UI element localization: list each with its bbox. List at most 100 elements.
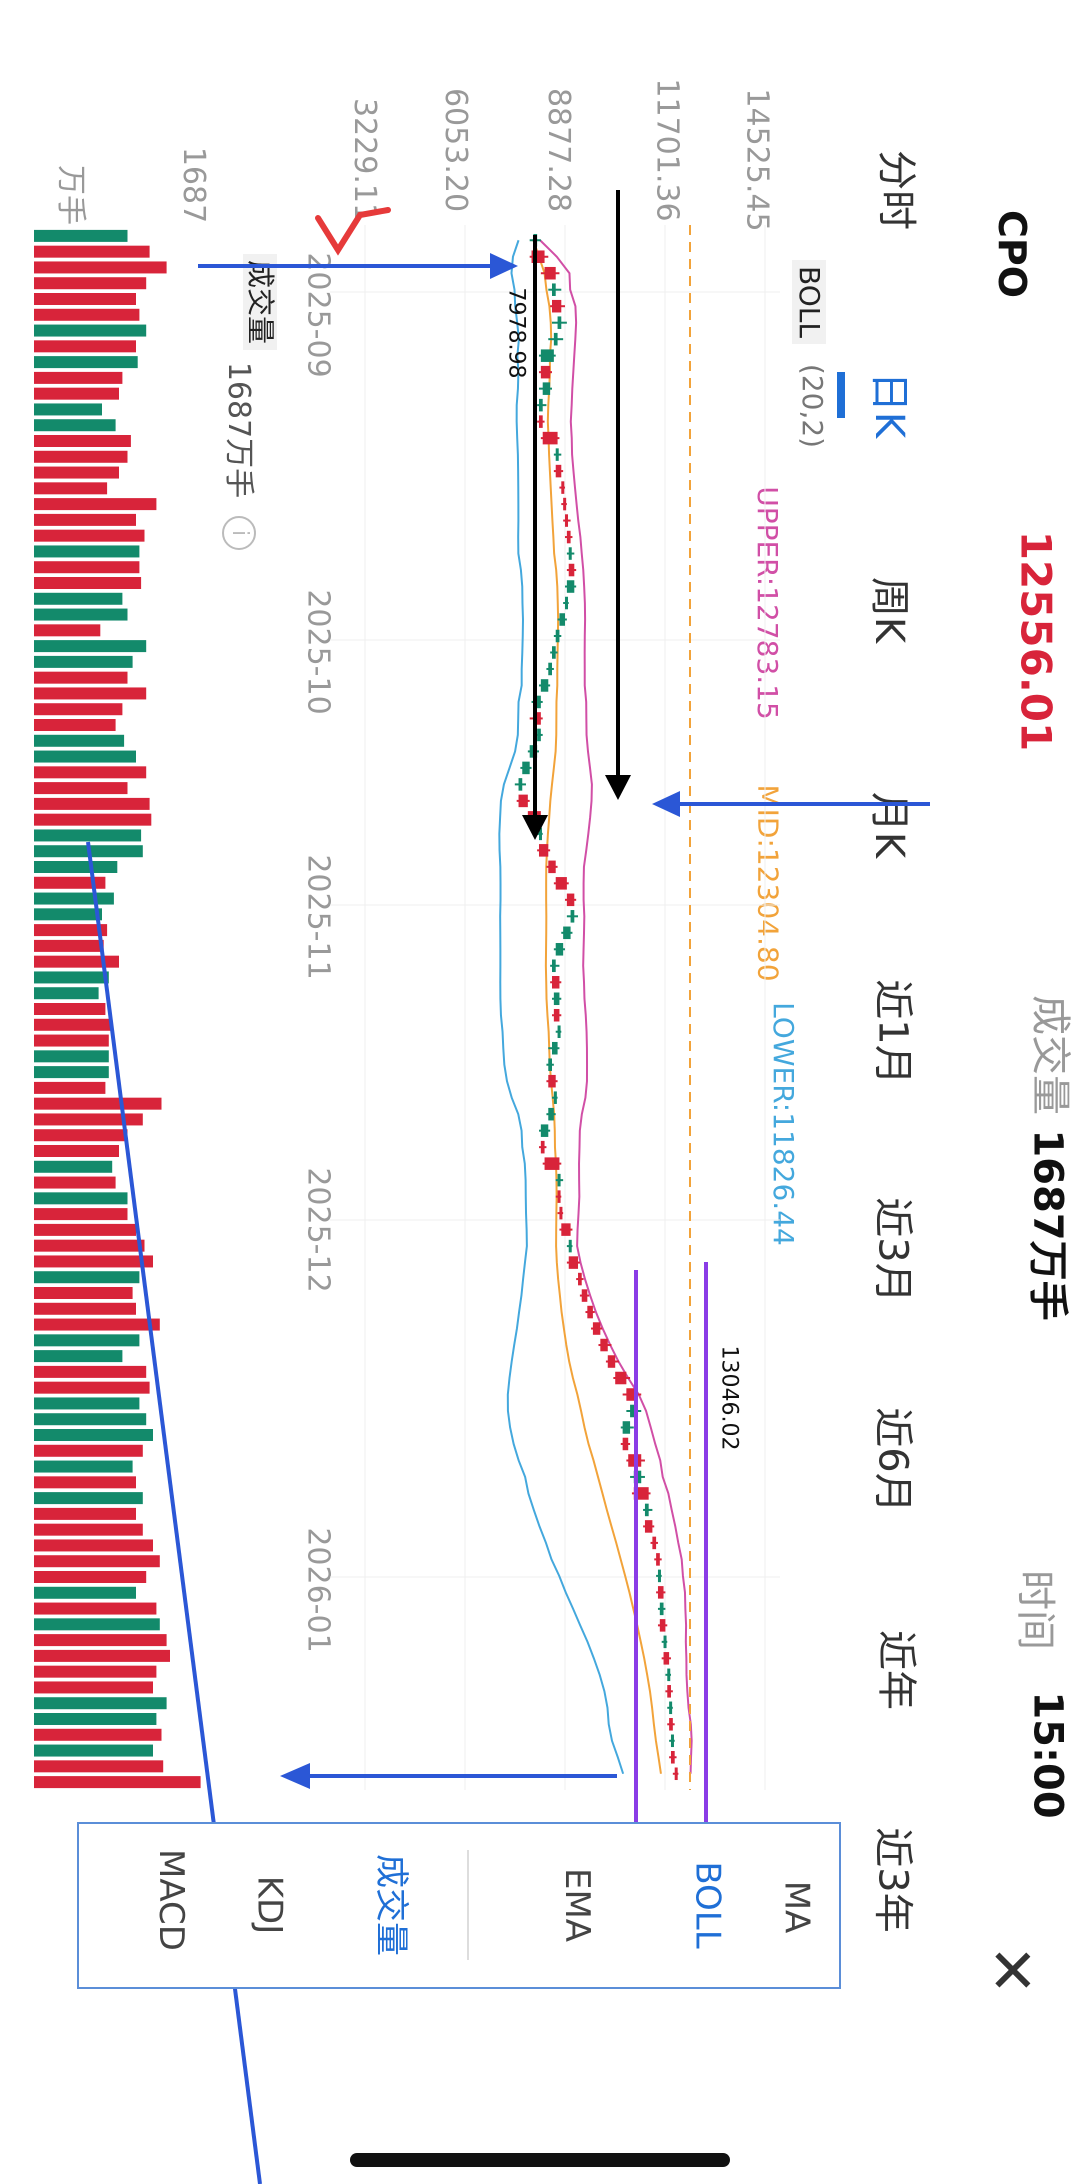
candle-body: [551, 283, 556, 296]
candle-body: [615, 1371, 627, 1385]
volume-bar: [34, 687, 147, 700]
candle-body: [557, 1025, 561, 1038]
volume-bar: [34, 1050, 109, 1063]
candle-body: [652, 1536, 657, 1550]
volume-bar: [34, 1523, 143, 1536]
volume-bar: [34, 1397, 140, 1410]
candle-body: [565, 514, 569, 527]
annotation-blue-arrowhead-3: [280, 1763, 310, 1789]
boll-lower-line: [498, 239, 625, 1775]
candle-body: [667, 1685, 671, 1698]
menu-boll[interactable]: BOLL: [687, 1861, 728, 1949]
volume-bar: [34, 671, 128, 684]
tab-active-indicator: [837, 372, 845, 418]
volume-bar: [34, 1444, 143, 1457]
volume-bar: [34, 924, 108, 937]
volume-bar: [34, 1697, 167, 1710]
volume-bar: [34, 1460, 133, 1473]
candle-body: [644, 1520, 653, 1533]
candle-body: [622, 1421, 631, 1434]
candle-body: [551, 646, 556, 659]
volume-bar: [34, 1476, 136, 1489]
annotation-black-arrowhead-2: [605, 775, 631, 800]
candle-body: [568, 547, 572, 560]
volume-bar: [34, 861, 118, 873]
volume-bar: [34, 1018, 111, 1031]
volume-bar: [34, 624, 101, 637]
volume-bar: [34, 1066, 109, 1079]
volume-bar: [34, 1602, 157, 1615]
candle-body: [551, 976, 560, 989]
candle-body: [587, 1305, 593, 1319]
candle-body: [548, 662, 552, 676]
volume-bar: [34, 892, 114, 905]
candle-body: [663, 1635, 667, 1649]
candle-body: [566, 580, 575, 593]
volume-bar: [34, 387, 119, 400]
candle-body: [555, 448, 559, 461]
candle-body: [553, 332, 558, 346]
volume-bar: [34, 1555, 160, 1568]
volume-bar: [34, 1208, 128, 1221]
volume-bar: [34, 908, 102, 921]
volume-bar: [34, 245, 150, 258]
candle-body: [522, 761, 530, 775]
candle-body: [559, 613, 566, 626]
candle-body: [563, 497, 567, 511]
volume-bar: [34, 466, 119, 479]
menu-kdj[interactable]: KDJ: [249, 1875, 290, 1935]
annotation-red-check: [315, 207, 391, 256]
candle-body: [670, 1751, 675, 1764]
volume-bar: [34, 939, 104, 952]
menu-ma[interactable]: MA: [776, 1880, 817, 1934]
volume-bar: [34, 277, 147, 290]
volume-bar: [34, 340, 136, 353]
candle-body: [555, 877, 567, 890]
annotation-blue-arrowhead-1: [490, 253, 518, 279]
volume-bar: [34, 1145, 119, 1157]
volume-bar: [34, 782, 128, 795]
candle-body: [568, 1239, 572, 1253]
menu-macd[interactable]: MACD: [150, 1849, 191, 1951]
volume-bar: [34, 1113, 143, 1126]
volume-bar: [34, 1034, 109, 1047]
volume-bar: [34, 498, 157, 511]
candle-body: [568, 563, 575, 577]
candle-body: [657, 1586, 664, 1599]
volume-bar: [34, 1413, 147, 1426]
candle-body: [622, 1437, 629, 1451]
volume-bar: [34, 592, 123, 605]
volume-bar: [34, 1681, 153, 1694]
boll-upper-line: [539, 239, 693, 1774]
candle-body: [659, 1602, 664, 1616]
volume-bar: [34, 1713, 157, 1725]
volume-bar: [34, 1586, 136, 1599]
volume-bar: [34, 1129, 128, 1142]
volume-bar: [34, 1318, 160, 1331]
volume-bar: [34, 971, 109, 984]
candle-body: [540, 1140, 545, 1154]
candle-body: [533, 712, 541, 725]
candle-body: [548, 1058, 552, 1071]
candle-body: [553, 1091, 557, 1104]
panel-divider: [467, 1850, 469, 1960]
volume-bar: [34, 1728, 162, 1741]
volume-bar: [34, 1192, 128, 1205]
candle-body: [557, 1190, 561, 1203]
candle-body: [669, 1718, 673, 1731]
menu-ema[interactable]: EMA: [557, 1867, 598, 1943]
candle-body: [566, 893, 575, 907]
candle-body: [630, 1404, 638, 1418]
volume-bar: [34, 450, 128, 463]
volume-bar: [34, 435, 131, 447]
candle-body: [667, 1668, 671, 1682]
volume-bar: [34, 419, 116, 432]
volume-bar: [34, 734, 125, 747]
candle-body: [674, 1767, 678, 1781]
volume-bar: [34, 829, 142, 842]
candle-body: [518, 778, 523, 791]
annotation-low-value: 7978.98: [503, 287, 529, 379]
candle-body: [537, 728, 541, 742]
menu-volume[interactable]: 成交量: [371, 1854, 411, 1956]
